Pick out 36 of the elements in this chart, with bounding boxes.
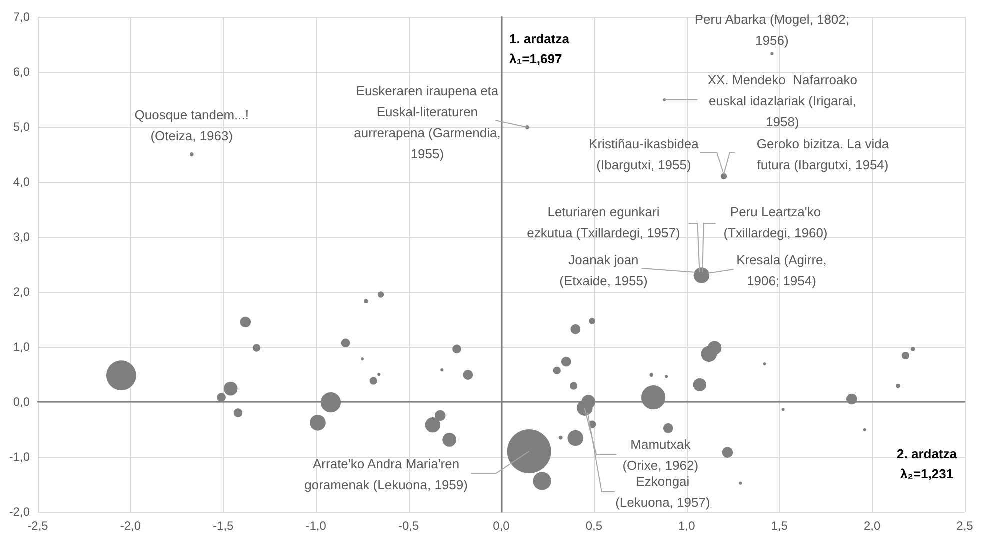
y-tick-label: -1,0 [9, 450, 30, 464]
annotation: Geroko bizitza. La vida futura (Ibargutxi, 1954) [756, 136, 890, 172]
annotation: Mamutxak (Orixe, 1962) [622, 437, 699, 473]
x-tick-label: -0,5 [398, 519, 420, 533]
y-tick-label: 5,0 [13, 120, 30, 134]
x-tick-label: 1,0 [678, 519, 696, 533]
annotation: Peru Leartza'ko (Txillardegi, 1960) [724, 204, 828, 240]
annotation: Joanak joan (Etxaide, 1955) [560, 252, 648, 288]
x-tick-label: 2,0 [864, 519, 881, 533]
annotation: XX. Mendeko Nafarroako euskal idazlariak (Irigarai, 1958) [708, 72, 858, 130]
x-tick-label: -2,5 [28, 519, 49, 533]
x-axis-title: 2. ardatza λ₂=1,231 [897, 446, 958, 482]
annotation: Euskeraren iraupena eta Euskal-literaturen aurrerapena (Garmendia, 1955) [354, 84, 501, 162]
y-tick-label: -2,0 [9, 505, 30, 519]
y-tick-label: 2,0 [13, 285, 30, 299]
y-tick-label: 7,0 [13, 10, 30, 24]
annotation: Peru Abarka (Mogel, 1802; 1956) [694, 12, 850, 48]
x-tick-label: 2,5 [956, 519, 974, 533]
y-tick-label: 1,0 [13, 340, 30, 354]
x-tick-label: -1,0 [306, 519, 327, 533]
annotation: Kristiñau-ikasbidea (Ibargutxi, 1955) [589, 136, 700, 172]
annotation: Quosque tandem...! (Oteiza, 1963) [134, 108, 249, 144]
annotation: Arrate'ko Andra Maria'ren goramenak (Lekuona, 1959) [304, 456, 468, 492]
y-tick-label: 4,0 [13, 175, 30, 189]
x-tick-label: -2,0 [120, 519, 142, 533]
x-tick-label: 0,0 [493, 519, 510, 533]
y-tick-label: 3,0 [13, 230, 30, 244]
annotation: Kresala (Agirre, 1906; 1954) [736, 252, 827, 288]
y-tick-label: 6,0 [13, 65, 30, 79]
y-tick-label: 0,0 [13, 395, 30, 409]
x-tick-label: 1,5 [771, 519, 788, 533]
x-tick-label: -1,5 [213, 519, 234, 533]
annotation: Ezkongai (Lekuona, 1957) [616, 474, 710, 510]
y-axis-title: 1. ardatza λ₁=1,697 [510, 32, 570, 66]
x-tick-label: 0,5 [586, 519, 603, 533]
annotation: Leturiaren egunkari ezkutua (Txillardegi, 1957) [527, 204, 680, 240]
